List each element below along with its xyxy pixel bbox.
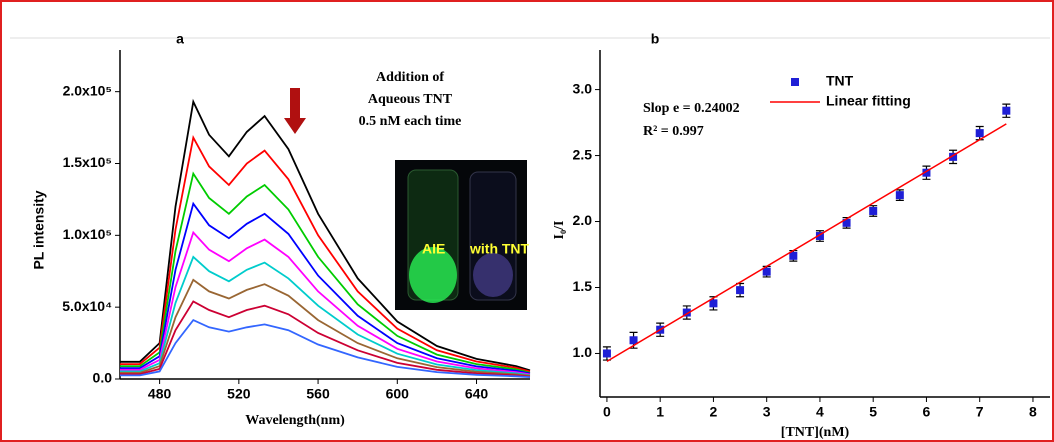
annotation: Slop e = 0.24002 <box>643 101 740 116</box>
marker <box>629 336 638 345</box>
marker <box>709 299 718 308</box>
annotation: Aqueous TNT <box>368 92 453 107</box>
marker <box>602 349 611 358</box>
y-tick-label: 2.0 <box>573 212 593 228</box>
y-tick-label: 2.0x10⁵ <box>63 82 112 98</box>
y-axis-label: PL intensity <box>31 190 47 269</box>
x-tick-label: 480 <box>148 386 172 402</box>
inset-label: with TNT <box>469 241 530 257</box>
inset-label: AIE <box>422 241 445 257</box>
y-axis-label: I₀/I <box>552 221 567 240</box>
y-tick-label: 2.5 <box>573 146 593 162</box>
marker <box>762 267 771 276</box>
spectrum <box>120 300 531 378</box>
x-tick-label: 3 <box>763 404 771 420</box>
y-tick-label: 3.0 <box>573 80 593 96</box>
marker <box>842 218 851 227</box>
x-tick-label: 2 <box>710 404 718 420</box>
marker <box>975 129 984 138</box>
x-tick-label: 520 <box>227 386 251 402</box>
x-tick-label: 600 <box>386 386 410 402</box>
spectrum <box>120 98 531 372</box>
x-axis-label: Wavelength(nm) <box>245 413 345 428</box>
spectrum <box>120 318 531 378</box>
x-tick-label: 560 <box>306 386 330 402</box>
annotation: R² = 0.997 <box>643 124 704 139</box>
marker <box>922 168 931 177</box>
marker <box>1002 106 1011 115</box>
spectrum <box>120 278 531 377</box>
y-tick-label: 1.0x10⁵ <box>63 226 112 242</box>
x-axis-label: [TNT](nM) <box>781 425 850 440</box>
marker <box>895 191 904 200</box>
y-tick-label: 1.0 <box>573 344 593 360</box>
marker <box>736 286 745 295</box>
annotation: 0.5 nM each time <box>359 114 462 129</box>
x-tick-label: 6 <box>923 404 931 420</box>
spectrum <box>120 230 531 376</box>
marker <box>682 308 691 317</box>
spectrum <box>120 201 531 375</box>
legend-label: Linear fitting <box>826 93 911 109</box>
x-tick-label: 640 <box>465 386 489 402</box>
y-tick-label: 1.5x10⁵ <box>63 154 112 170</box>
legend-label: TNT <box>826 73 854 89</box>
y-tick-label: 1.5 <box>573 278 593 294</box>
x-tick-label: 0 <box>603 404 611 420</box>
x-tick-label: 1 <box>656 404 664 420</box>
panel-label: a <box>176 31 184 47</box>
x-tick-label: 7 <box>976 404 984 420</box>
panel-label: b <box>651 31 660 47</box>
annotation: Addition of <box>376 70 444 85</box>
x-tick-label: 4 <box>816 404 824 420</box>
spectrum <box>120 255 531 377</box>
legend-swatch <box>791 78 799 86</box>
y-tick-label: 0.0 <box>93 370 113 386</box>
marker <box>869 206 878 215</box>
y-tick-label: 5.0x10⁴ <box>62 298 112 314</box>
marker <box>815 232 824 241</box>
marker <box>789 251 798 260</box>
x-tick-label: 8 <box>1029 404 1037 420</box>
inset-photo: AIE with TNT <box>395 160 530 310</box>
x-tick-label: 5 <box>869 404 877 420</box>
arrow <box>284 88 306 134</box>
spectrum <box>120 134 531 373</box>
spectrum <box>120 171 531 374</box>
fit-line <box>606 123 1007 363</box>
marker <box>949 152 958 161</box>
